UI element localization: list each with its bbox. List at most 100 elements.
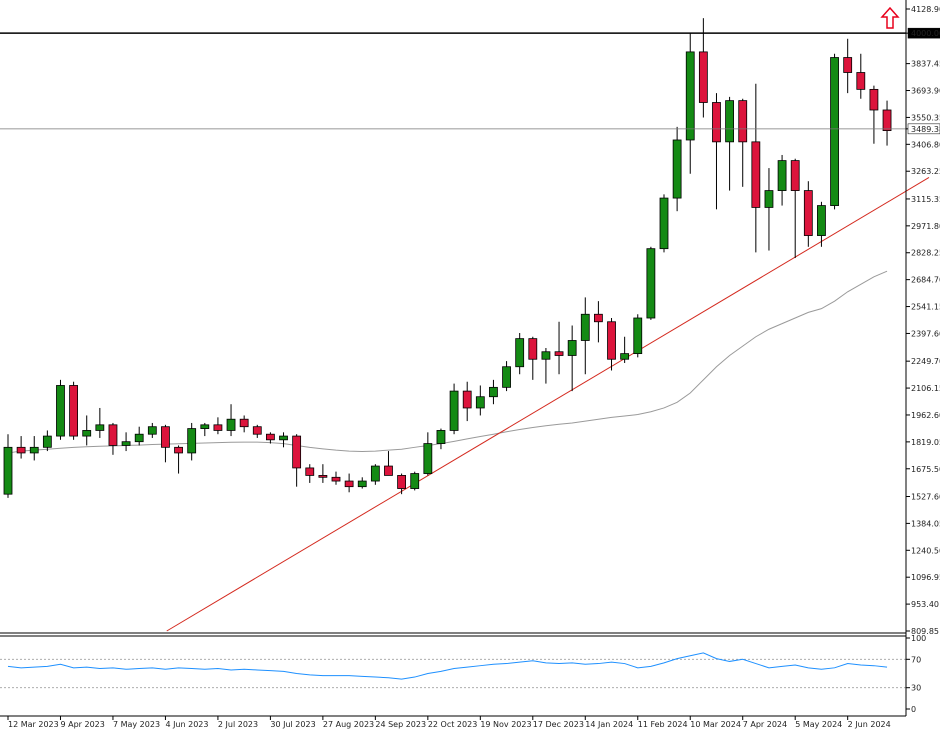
bull-candle-body bbox=[42, 435, 52, 448]
bull-candle-body bbox=[764, 190, 774, 208]
bear-candle-body bbox=[698, 51, 708, 103]
bull-candle-body bbox=[357, 480, 367, 488]
candle bbox=[187, 422, 197, 461]
candle bbox=[528, 336, 538, 380]
price-tick-label: 3837.45 bbox=[911, 60, 940, 69]
candle bbox=[567, 325, 577, 392]
price-tick-label: 1384.05 bbox=[911, 519, 940, 528]
candle bbox=[515, 333, 525, 375]
indicator-tick-label: 100 bbox=[911, 634, 926, 643]
candle bbox=[108, 422, 118, 455]
date-tick-label: 19 Nov 2023 bbox=[480, 720, 531, 729]
bull-candle-body bbox=[56, 385, 65, 437]
date-tick-label: 14 Jan 2024 bbox=[585, 720, 633, 729]
bear-candle-body bbox=[108, 424, 118, 446]
up-arrow-icon[interactable] bbox=[880, 6, 900, 29]
price-tick-label: 953.40 bbox=[911, 600, 939, 609]
candle bbox=[725, 96, 734, 191]
price-axis: 4128.90 4000.00 3837.45 3693.90 3550.35 3489.… bbox=[906, 5, 940, 636]
candle bbox=[489, 379, 498, 405]
bear-candle-body bbox=[252, 426, 262, 435]
date-tick-label: 7 May 2023 bbox=[113, 720, 160, 729]
candle bbox=[712, 93, 721, 210]
bear-candle-body bbox=[265, 433, 275, 441]
candle bbox=[790, 158, 800, 259]
bear-candle-body bbox=[594, 313, 603, 323]
price-tick-label: 3693.90 bbox=[911, 87, 940, 96]
bull-candle-body bbox=[147, 426, 157, 435]
price-tick-label: 4128.90 bbox=[911, 5, 940, 14]
bull-candle-body bbox=[370, 465, 380, 482]
price-tick-label: 2684.70 bbox=[911, 276, 940, 285]
bull-candle-body bbox=[134, 433, 144, 443]
bear-candle-body bbox=[161, 426, 170, 448]
date-tick-label: 11 Feb 2024 bbox=[638, 720, 688, 729]
price-tick-label: 3550.35 bbox=[911, 113, 940, 122]
candle bbox=[357, 477, 367, 489]
candle bbox=[830, 53, 839, 210]
candle bbox=[856, 53, 866, 99]
candle bbox=[882, 100, 892, 146]
candle bbox=[239, 415, 249, 433]
bear-candle-body bbox=[843, 57, 853, 73]
candle bbox=[318, 464, 328, 483]
bear-candle-body bbox=[331, 476, 341, 482]
bull-candle-body bbox=[187, 428, 197, 454]
bull-candle-body bbox=[410, 473, 420, 489]
moving-average bbox=[7, 270, 888, 454]
bear-candle-body bbox=[869, 88, 879, 111]
trendline[interactable] bbox=[166, 177, 930, 632]
bull-candle-body bbox=[82, 430, 92, 437]
price-tick-label: 1675.50 bbox=[911, 465, 940, 474]
candle bbox=[502, 361, 511, 392]
bull-candle-body bbox=[121, 441, 131, 446]
bear-candle-body bbox=[882, 109, 892, 132]
candle bbox=[620, 336, 630, 363]
bear-candle-body bbox=[554, 351, 564, 356]
price-level-tag bbox=[907, 27, 940, 39]
bull-candle-body bbox=[3, 446, 13, 495]
candles bbox=[3, 18, 892, 498]
date-tick-label: 24 Sep 2023 bbox=[375, 720, 426, 729]
date-tick-label: 4 Jun 2023 bbox=[165, 720, 208, 729]
candle bbox=[200, 422, 210, 437]
candle bbox=[134, 426, 144, 446]
bear-candle-body bbox=[292, 435, 302, 469]
bull-candle-body bbox=[502, 366, 511, 388]
horizontal-levels bbox=[0, 32, 906, 130]
price-tick-label: 2971.80 bbox=[911, 222, 940, 231]
bear-candle-body bbox=[607, 321, 616, 360]
bull-candle-body bbox=[633, 317, 643, 355]
candle bbox=[817, 201, 826, 247]
price-tick-label: 2397.60 bbox=[911, 329, 940, 338]
price-tick-label: 1096.95 bbox=[911, 573, 940, 582]
candle bbox=[475, 385, 485, 416]
bull-candle-body bbox=[817, 205, 826, 236]
bull-candle-body bbox=[567, 340, 577, 356]
date-tick-label: 2 Jul 2023 bbox=[218, 720, 258, 729]
bear-candle-body bbox=[213, 424, 223, 431]
candle bbox=[29, 436, 39, 461]
candle bbox=[738, 98, 748, 187]
bear-candle-body bbox=[712, 102, 721, 143]
candle bbox=[292, 434, 302, 487]
date-tick-label: 7 Apr 2024 bbox=[743, 720, 787, 729]
candle bbox=[659, 194, 669, 253]
date-tick-label: 5 May 2024 bbox=[795, 720, 842, 729]
price-tick-label: 2106.15 bbox=[911, 384, 940, 393]
indicator-axis: 100 70 30 0 bbox=[906, 634, 926, 714]
price-tick-label: 2541.15 bbox=[911, 303, 940, 312]
bear-candle-body bbox=[305, 467, 315, 476]
bear-candle-body bbox=[751, 141, 761, 208]
indicator-value-line bbox=[7, 652, 888, 680]
price-tick-label: 1962.60 bbox=[911, 411, 940, 420]
date-tick-label: 27 Aug 2023 bbox=[323, 720, 374, 729]
price-level-tag bbox=[907, 123, 940, 135]
bear-candle-body bbox=[384, 465, 393, 476]
date-tick-label: 12 Mar 2023 bbox=[8, 720, 59, 729]
bear-candle-body bbox=[856, 72, 866, 90]
candle bbox=[69, 381, 78, 440]
candle bbox=[777, 154, 787, 206]
trendline-layer bbox=[166, 177, 930, 632]
